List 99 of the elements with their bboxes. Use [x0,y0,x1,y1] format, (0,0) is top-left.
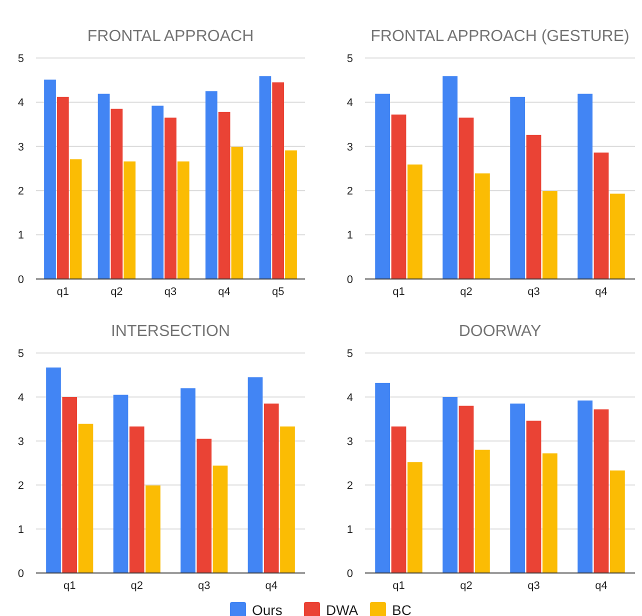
bar [212,466,228,573]
x-tick-label: q4 [265,580,278,592]
bar [510,404,526,573]
bar [146,485,160,573]
bar [594,409,609,573]
x-tick-label: q1 [392,286,405,298]
x-tick-label: q2 [460,286,472,298]
bar [129,426,144,573]
x-tick-label: q2 [110,286,123,298]
y-tick-label: 3 [18,141,24,154]
legend-label: BC [392,602,412,616]
bar [264,404,279,573]
chart-title: FRONTAL APPROACH (GESTURE) [370,28,630,45]
y-tick-label: 4 [18,97,24,110]
x-tick-label: q3 [164,286,177,298]
y-tick-label: 0 [346,274,353,286]
bar [458,118,474,279]
bar [56,96,69,279]
chart-title: DOORWAY [458,323,542,340]
bar [526,420,542,573]
bar [231,146,244,279]
y-tick-label: 5 [18,52,24,65]
bar [610,194,625,279]
bar [113,394,128,573]
bar [272,82,284,279]
bar [110,108,123,279]
bar [259,76,272,279]
y-tick-label: 4 [346,392,353,404]
y-tick-label: 5 [346,52,353,65]
bar [164,118,176,279]
bar [285,150,297,279]
x-tick-label: q5 [272,286,284,298]
bar [177,161,190,279]
bar [391,426,406,573]
bar [542,453,558,573]
bar [205,91,218,279]
x-tick-label: q1 [56,286,70,298]
chart-title: INTERSECTION [110,323,230,340]
bar [474,173,490,279]
bar [407,164,422,279]
bar [526,134,542,279]
bar [46,368,61,573]
bar [375,94,390,279]
y-tick-label: 0 [18,568,24,580]
bar [474,450,490,573]
y-tick-label: 0 [346,568,353,580]
bar [98,94,110,279]
legend-label: Ours [252,602,282,616]
y-tick-label: 1 [346,524,353,536]
y-tick-label: 1 [18,230,24,242]
chart-title: FRONTAL APPROACH [87,28,254,45]
bar [248,377,263,573]
x-tick-label: q2 [460,580,472,592]
y-tick-label: 4 [346,97,353,110]
bar [78,424,94,573]
x-tick-label: q4 [218,286,230,298]
x-tick-label: q1 [64,580,76,592]
bar [442,397,458,573]
y-tick-label: 4 [18,392,24,404]
y-tick-label: 2 [346,480,353,492]
bar [510,96,526,279]
bar [124,161,136,279]
bar [152,106,164,279]
bar [196,438,212,573]
legend-label: DWA [326,602,359,616]
y-tick-label: 2 [346,185,353,198]
bar [391,114,406,279]
y-tick-label: 5 [346,348,353,360]
x-tick-label: q1 [392,580,405,592]
bar [610,470,625,573]
bar [218,112,230,279]
y-tick-label: 5 [18,348,24,360]
y-tick-label: 3 [346,141,353,154]
x-tick-label: q3 [198,580,210,592]
x-tick-label: q3 [528,580,540,592]
bar [542,191,558,279]
x-tick-label: q4 [595,580,608,592]
bar [407,462,422,573]
bar [442,76,458,279]
bar [578,94,593,279]
x-tick-label: q3 [528,286,540,298]
y-tick-label: 3 [18,436,24,448]
bar [458,406,474,573]
y-tick-label: 2 [18,480,24,492]
bar [44,80,56,279]
bar [280,426,295,573]
bar [578,400,593,573]
bar [180,388,196,573]
bar [375,382,390,573]
bar [62,397,78,573]
x-tick-label: q2 [130,580,143,592]
y-tick-label: 1 [346,230,353,242]
y-tick-label: 0 [18,274,24,286]
bar [70,159,82,279]
y-tick-label: 3 [346,436,353,448]
y-tick-label: 1 [18,524,24,536]
x-tick-label: q4 [595,286,608,298]
y-tick-label: 2 [18,185,24,198]
bar [594,152,609,279]
